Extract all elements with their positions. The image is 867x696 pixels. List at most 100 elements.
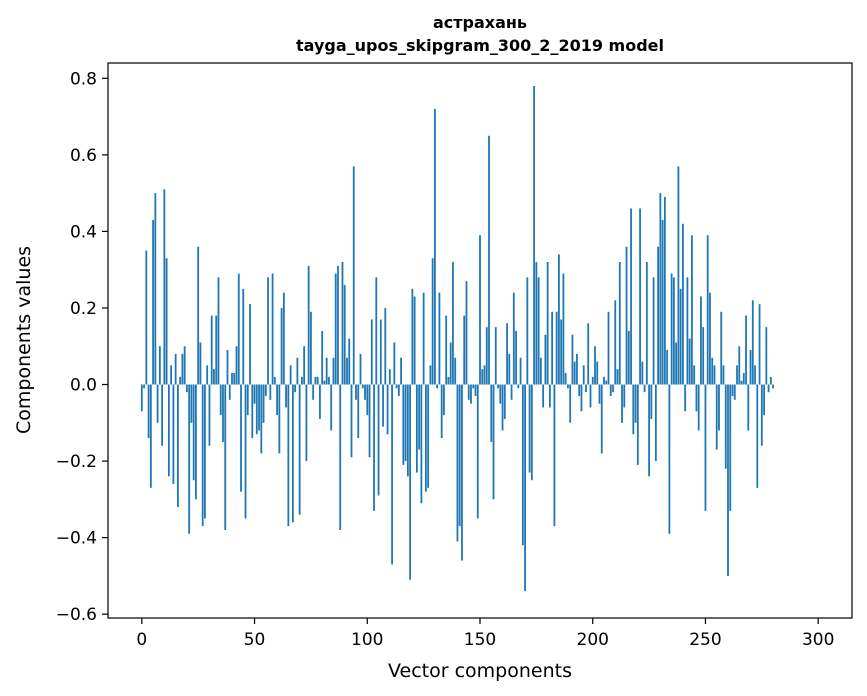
bar <box>273 376 276 385</box>
bar <box>267 277 269 385</box>
bar <box>368 384 371 458</box>
y-tick-label: −0.4 <box>56 529 97 549</box>
bar <box>343 285 346 385</box>
bar <box>661 219 664 385</box>
bar <box>569 384 572 423</box>
bar <box>325 357 328 385</box>
bar <box>418 384 421 450</box>
bar <box>697 384 700 431</box>
bar <box>769 376 772 385</box>
bar <box>195 384 197 500</box>
bar <box>494 327 497 385</box>
bar <box>546 262 549 385</box>
bar <box>262 384 265 423</box>
bar <box>648 384 650 477</box>
bar <box>641 361 644 385</box>
bar <box>413 296 416 385</box>
bar <box>659 193 662 385</box>
bar <box>727 384 729 576</box>
bar <box>700 296 702 385</box>
bar <box>576 353 578 385</box>
bar <box>503 384 506 419</box>
bar <box>431 258 434 385</box>
y-tick-label: 0.4 <box>70 222 97 242</box>
bar <box>684 384 687 412</box>
bar <box>481 369 484 385</box>
bar <box>483 365 486 385</box>
bar <box>208 384 211 446</box>
bar <box>670 273 673 385</box>
bar <box>510 384 513 400</box>
bar <box>300 376 303 385</box>
bar <box>555 311 558 385</box>
bar <box>246 384 249 416</box>
y-ticks: −0.6 −0.4 −0.2 0.0 0.2 0.4 0.6 0.8 <box>56 69 108 625</box>
bar <box>386 384 389 435</box>
bar <box>434 108 436 385</box>
bar <box>204 384 206 519</box>
bar <box>310 311 312 385</box>
bar <box>603 376 605 385</box>
bar <box>350 384 353 458</box>
bar <box>251 384 254 439</box>
bar <box>724 384 727 469</box>
bar <box>533 85 536 385</box>
bar <box>217 277 220 385</box>
bar <box>271 273 274 385</box>
bar <box>145 250 148 385</box>
bar <box>210 315 213 385</box>
bar <box>339 384 342 530</box>
bar <box>395 384 398 389</box>
bar <box>600 384 603 454</box>
bar <box>291 384 294 523</box>
bar <box>578 384 581 396</box>
plot-frame <box>107 62 853 619</box>
bar <box>515 330 517 385</box>
bar <box>424 384 427 492</box>
bar <box>278 384 281 454</box>
bar <box>402 384 405 465</box>
bar <box>285 384 288 408</box>
bar <box>470 384 472 404</box>
bar <box>382 384 384 427</box>
bar <box>375 277 378 385</box>
bar <box>391 384 393 565</box>
bar <box>161 384 164 446</box>
bar <box>222 384 224 442</box>
bar <box>307 265 310 385</box>
bar <box>165 258 168 385</box>
bar <box>188 384 191 534</box>
bar <box>639 208 641 385</box>
bar <box>747 384 750 431</box>
bar <box>521 384 524 546</box>
bar <box>672 277 675 385</box>
bar <box>636 384 639 465</box>
bar <box>181 353 184 385</box>
y-tick-label: 0.0 <box>70 376 97 396</box>
bar <box>621 384 623 423</box>
bar <box>231 373 233 385</box>
bar <box>722 365 725 385</box>
bar <box>562 273 565 385</box>
bar <box>264 384 267 396</box>
x-tick-label: 200 <box>577 630 609 650</box>
bar <box>323 380 326 385</box>
bar <box>357 384 360 439</box>
bar <box>519 357 522 385</box>
bar <box>679 288 682 385</box>
bar <box>174 353 177 385</box>
bar <box>740 380 743 385</box>
bar <box>197 246 200 385</box>
bar <box>454 357 457 385</box>
bar <box>237 273 240 385</box>
bar <box>517 384 520 389</box>
bar <box>499 384 502 404</box>
bar <box>461 384 463 561</box>
x-tick-label: 300 <box>802 630 834 650</box>
y-tick-label: −0.6 <box>56 605 97 625</box>
bar <box>643 384 646 393</box>
bar <box>233 373 236 385</box>
bar <box>749 350 752 385</box>
bar <box>614 300 617 385</box>
